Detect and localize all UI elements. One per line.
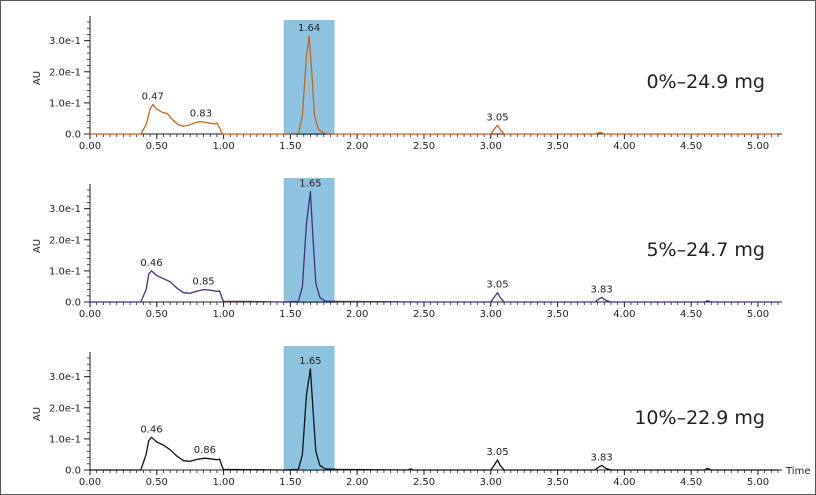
x-tick-label: 2.50 bbox=[413, 309, 435, 320]
y-axis-title: AU bbox=[32, 239, 43, 253]
panel-annotation: 5%–24.7 mg bbox=[646, 239, 765, 261]
x-axis-title: Time bbox=[785, 466, 810, 477]
peak-label: 0.46 bbox=[140, 424, 162, 435]
y-tick-label: 3.0e-1 bbox=[49, 372, 81, 383]
x-tick-label: 3.50 bbox=[546, 309, 568, 320]
peak-label: 3.83 bbox=[591, 452, 613, 463]
x-tick-label: 5.00 bbox=[747, 141, 769, 152]
y-tick-label: 2.0e-1 bbox=[49, 67, 81, 78]
peak-label: 0.86 bbox=[194, 445, 216, 456]
peak-label: 1.64 bbox=[298, 23, 320, 34]
y-tick-label: 3.0e-1 bbox=[49, 204, 81, 215]
peak-label: 1.65 bbox=[299, 179, 321, 190]
x-tick-label: 2.00 bbox=[346, 309, 368, 320]
x-tick-label: 3.00 bbox=[480, 141, 502, 152]
y-tick-label: 0.0 bbox=[65, 298, 81, 309]
y-tick-label: 1.0e-1 bbox=[49, 266, 81, 277]
chromatogram-trace bbox=[90, 368, 778, 471]
chromatogram-trace bbox=[90, 190, 778, 303]
chromatogram-trace bbox=[90, 35, 778, 135]
x-tick-label: 4.00 bbox=[613, 141, 635, 152]
x-tick-label: 4.00 bbox=[613, 477, 635, 488]
peak-label: 0.47 bbox=[142, 91, 164, 102]
panel-annotation: 10%–22.9 mg bbox=[634, 407, 765, 429]
chart-panel-3: 0.0 1.0e-1 2.0e-1 3.0e-1 0.00 0.50 1.00 1.50 2.0… bbox=[32, 346, 810, 488]
y-tick-label: 3.0e-1 bbox=[49, 36, 81, 47]
y-axis-title: AU bbox=[32, 407, 43, 421]
y-tick-label: 1.0e-1 bbox=[49, 434, 81, 445]
peak-label: 3.05 bbox=[486, 112, 508, 123]
x-tick-label: 1.00 bbox=[212, 141, 234, 152]
highlight-band bbox=[283, 346, 335, 471]
chart-panel-2: 0.0 1.0e-1 2.0e-1 3.0e-1 0.00 0.50 1.00 1.50 2.0… bbox=[32, 178, 782, 320]
x-tick-label: 0.00 bbox=[79, 141, 101, 152]
x-tick-label: 4.50 bbox=[680, 141, 702, 152]
x-tick-label: 0.00 bbox=[79, 477, 101, 488]
x-tick-label: 0.50 bbox=[146, 477, 168, 488]
x-tick-label: 4.00 bbox=[613, 309, 635, 320]
peak-label: 0.46 bbox=[140, 258, 162, 269]
x-tick-label: 1.00 bbox=[212, 477, 234, 488]
x-tick-label: 4.50 bbox=[680, 477, 702, 488]
y-tick-label: 1.0e-1 bbox=[49, 98, 81, 109]
y-tick-label: 0.0 bbox=[65, 130, 81, 141]
x-tick-label: 1.00 bbox=[212, 309, 234, 320]
panel-annotation: 0%–24.9 mg bbox=[646, 71, 765, 93]
peak-label: 3.05 bbox=[486, 280, 508, 291]
x-tick-label: 2.00 bbox=[346, 141, 368, 152]
y-tick-label: 0.0 bbox=[65, 466, 81, 477]
chart-panel-1: 0.0 1.0e-1 2.0e-1 3.0e-1 0.00 0.50 1.00 1.50 2.0… bbox=[32, 16, 782, 152]
y-tick-label: 2.0e-1 bbox=[49, 403, 81, 414]
x-tick-label: 2.50 bbox=[413, 141, 435, 152]
x-tick-label: 5.00 bbox=[747, 309, 769, 320]
x-tick-label: 4.50 bbox=[680, 309, 702, 320]
x-tick-label: 0.50 bbox=[146, 141, 168, 152]
x-tick-label: 2.50 bbox=[413, 477, 435, 488]
x-tick-label: 1.50 bbox=[279, 141, 301, 152]
y-tick-label: 2.0e-1 bbox=[49, 235, 81, 246]
x-tick-label: 3.50 bbox=[546, 141, 568, 152]
x-tick-label: 1.50 bbox=[279, 477, 301, 488]
x-tick-label: 5.00 bbox=[747, 477, 769, 488]
x-tick-label: 2.00 bbox=[346, 477, 368, 488]
x-tick-label: 3.50 bbox=[546, 477, 568, 488]
x-tick-label: 1.50 bbox=[279, 309, 301, 320]
x-tick-label: 3.00 bbox=[480, 477, 502, 488]
x-tick-label: 0.00 bbox=[79, 309, 101, 320]
y-axis-title: AU bbox=[32, 71, 43, 85]
peak-label: 3.05 bbox=[486, 447, 508, 458]
peak-label: 3.83 bbox=[591, 284, 613, 295]
highlight-band bbox=[283, 178, 335, 303]
peak-label: 0.83 bbox=[190, 109, 212, 120]
x-tick-label: 3.00 bbox=[480, 309, 502, 320]
peak-label: 0.85 bbox=[192, 277, 214, 288]
peak-label: 1.65 bbox=[299, 356, 321, 367]
x-tick-label: 0.50 bbox=[146, 309, 168, 320]
